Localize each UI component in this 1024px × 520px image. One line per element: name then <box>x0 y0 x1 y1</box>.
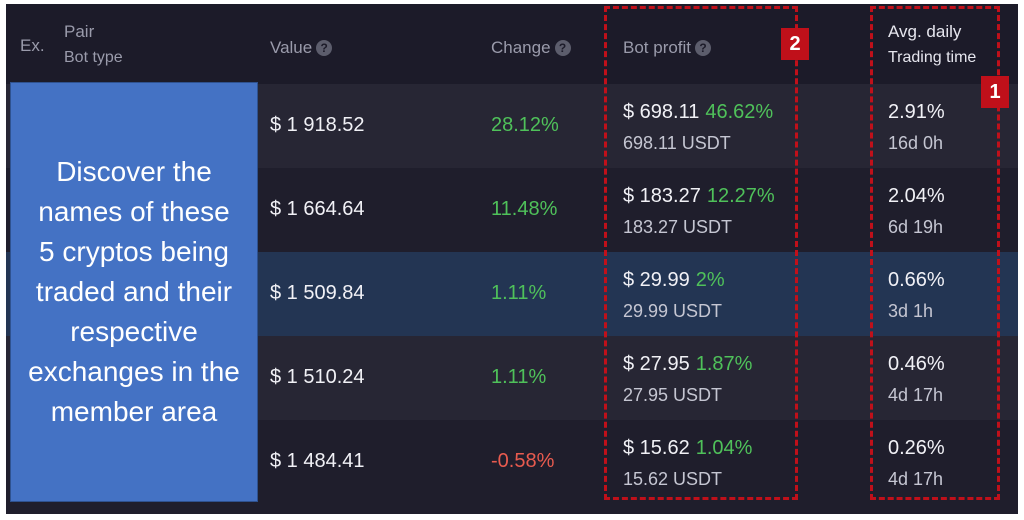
row-profit-percent: 1.87% <box>695 353 753 375</box>
row-trading-time: 6d 19h <box>888 217 944 237</box>
row-value: $ 1 509.84 <box>270 282 365 304</box>
help-icon[interactable]: ? <box>695 40 712 56</box>
header-bot-profit[interactable]: Bot profit? <box>623 38 712 58</box>
row-profit-percent: 46.62% <box>705 101 774 123</box>
row-value: $ 1 918.52 <box>270 114 365 136</box>
row-avg-daily: 2.04% <box>888 185 945 207</box>
row-change: 1.11% <box>491 366 547 388</box>
row-profit-amount: $ 698.11 <box>623 101 700 123</box>
row-profit-amount: $ 29.99 <box>623 269 690 291</box>
header-trading-time[interactable]: Trading time <box>888 49 977 66</box>
help-icon[interactable]: ? <box>554 40 571 56</box>
row-change: -0.58% <box>491 450 555 472</box>
row-avg-daily: 2.91% <box>888 101 945 123</box>
row-profit-percent: 12.27% <box>706 185 775 207</box>
row-value: $ 1 484.41 <box>270 450 365 472</box>
annotation-badge-1: 1 <box>981 76 1009 108</box>
row-profit-usdt: 27.95 USDT <box>623 385 723 405</box>
row-trading-time: 4d 17h <box>888 385 944 405</box>
row-change: 11.48% <box>491 198 558 220</box>
promo-line: member area <box>50 396 218 427</box>
help-icon[interactable]: ? <box>316 40 333 56</box>
promo-overlay-text: Discover the names of these 5 cryptos be… <box>16 152 252 432</box>
row-avg-daily: 0.66% <box>888 269 945 291</box>
row-profit-usdt: 183.27 USDT <box>623 217 733 237</box>
row-bot-profit: $ 27.95 1.87% <box>623 353 752 376</box>
row-bot-profit: $ 183.27 12.27% <box>623 185 775 208</box>
bot-table: Ex. Pair Bot type Value? Change? Bot pro… <box>6 4 1018 514</box>
promo-line: 5 cryptos being <box>39 236 229 267</box>
annotation-box-bot-profit <box>604 6 798 500</box>
row-bot-profit: $ 698.11 46.62% <box>623 101 773 124</box>
annotation-box-avg-daily <box>870 6 1000 500</box>
header-value[interactable]: Value? <box>270 38 333 58</box>
header-pair[interactable]: Pair <box>64 22 95 41</box>
row-change: 28.12% <box>491 114 559 136</box>
row-trading-time: 4d 17h <box>888 469 944 489</box>
row-profit-usdt: 15.62 USDT <box>623 469 723 489</box>
table-header: Ex. Pair Bot type Value? Change? Bot pro… <box>6 4 1018 84</box>
row-profit-usdt: 698.11 USDT <box>623 133 731 153</box>
row-change: 1.11% <box>491 282 547 304</box>
header-value-label: Value <box>270 38 313 57</box>
row-profit-usdt: 29.99 USDT <box>623 301 723 321</box>
header-bot-profit-label: Bot profit <box>623 38 692 57</box>
header-bot-type[interactable]: Bot type <box>64 49 123 66</box>
header-avg-daily[interactable]: Avg. daily <box>888 22 962 41</box>
row-trading-time: 3d 1h <box>888 301 934 321</box>
row-bot-profit: $ 15.62 1.04% <box>623 437 752 460</box>
row-value: $ 1 510.24 <box>270 366 365 388</box>
row-profit-percent: 1.04% <box>695 437 753 459</box>
promo-line: respective <box>70 316 198 347</box>
annotation-badge-2: 2 <box>781 28 809 60</box>
row-avg-daily: 0.46% <box>888 353 945 375</box>
row-bot-profit: $ 29.99 2% <box>623 269 725 292</box>
header-ex: Ex. <box>20 36 45 55</box>
row-avg-daily: 0.26% <box>888 437 945 459</box>
row-profit-amount: $ 15.62 <box>623 437 690 459</box>
row-profit-amount: $ 183.27 <box>623 185 701 207</box>
promo-line: traded and their <box>35 276 233 307</box>
header-change-label: Change <box>491 38 551 57</box>
row-profit-amount: $ 27.95 <box>623 353 690 375</box>
promo-line: names of these <box>38 196 230 227</box>
promo-line: exchanges in the <box>28 356 240 387</box>
row-trading-time: 16d 0h <box>888 133 944 153</box>
header-change[interactable]: Change? <box>491 38 571 58</box>
promo-overlay-box: Discover the names of these 5 cryptos be… <box>10 82 258 502</box>
promo-line: Discover the <box>56 156 212 187</box>
row-value: $ 1 664.64 <box>270 198 365 220</box>
row-profit-percent: 2% <box>695 269 725 291</box>
